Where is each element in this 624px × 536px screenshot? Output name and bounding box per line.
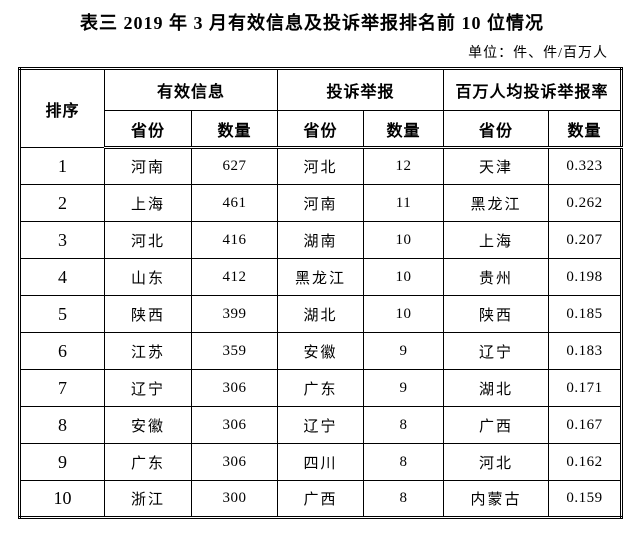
table-header: 排序 有效信息 投诉举报 百万人均投诉举报率 省份 数量 省份 数量 省份 数量 xyxy=(19,68,623,149)
rate-value-cell: 0.167 xyxy=(548,406,623,444)
complaint-province-cell: 辽宁 xyxy=(277,406,365,444)
rate-province-cell: 辽宁 xyxy=(443,332,550,370)
valid-province-cell: 安徽 xyxy=(104,406,192,444)
table-row: 4 山东 412 黑龙江 10 贵州 0.198 xyxy=(19,258,623,296)
header-rate-province: 省份 xyxy=(443,110,550,149)
rank-cell: 6 xyxy=(19,332,105,370)
rate-province-cell: 湖北 xyxy=(443,369,550,407)
complaint-province-cell: 黑龙江 xyxy=(277,258,365,296)
valid-count-cell: 359 xyxy=(190,332,279,370)
complaint-count-cell: 8 xyxy=(363,443,445,481)
header-group-complaints: 投诉举报 xyxy=(277,68,445,111)
complaint-count-cell: 8 xyxy=(363,480,445,518)
valid-province-cell: 广东 xyxy=(104,443,192,481)
rank-cell: 1 xyxy=(19,147,105,185)
table-row: 9 广东 306 四川 8 河北 0.162 xyxy=(19,443,623,481)
valid-count-cell: 306 xyxy=(190,406,279,444)
valid-count-cell: 306 xyxy=(190,443,279,481)
valid-province-cell: 浙江 xyxy=(104,480,192,518)
rank-cell: 3 xyxy=(19,221,105,259)
valid-count-cell: 461 xyxy=(190,184,279,222)
valid-province-cell: 河北 xyxy=(104,221,192,259)
rate-province-cell: 黑龙江 xyxy=(443,184,550,222)
valid-province-cell: 江苏 xyxy=(104,332,192,370)
header-group-row: 排序 有效信息 投诉举报 百万人均投诉举报率 xyxy=(19,68,623,148)
rank-cell: 9 xyxy=(19,443,105,481)
rank-cell: 10 xyxy=(19,480,105,518)
rate-province-cell: 天津 xyxy=(443,147,550,185)
valid-province-cell: 山东 xyxy=(104,258,192,296)
rate-value-cell: 0.162 xyxy=(548,443,623,481)
rank-cell: 8 xyxy=(19,406,105,444)
rate-value-cell: 0.198 xyxy=(548,258,623,296)
complaint-province-cell: 湖北 xyxy=(277,295,365,333)
document-page: 表三 2019 年 3 月有效信息及投诉举报排名前 10 位情况 单位：件、件/… xyxy=(18,13,624,519)
complaint-count-cell: 10 xyxy=(363,295,445,333)
complaint-province-cell: 四川 xyxy=(277,443,365,481)
table-row: 6 江苏 359 安徽 9 辽宁 0.183 xyxy=(19,332,623,370)
complaint-count-cell: 9 xyxy=(363,369,445,407)
header-complaint-province: 省份 xyxy=(277,110,365,149)
complaint-count-cell: 12 xyxy=(363,147,445,185)
table-row: 3 河北 416 湖南 10 上海 0.207 xyxy=(19,221,623,259)
complaint-province-cell: 广东 xyxy=(277,369,365,407)
valid-count-cell: 399 xyxy=(190,295,279,333)
complaint-province-cell: 安徽 xyxy=(277,332,365,370)
rate-value-cell: 0.183 xyxy=(548,332,623,370)
rate-province-cell: 内蒙古 xyxy=(443,480,550,518)
complaint-province-cell: 广西 xyxy=(277,480,365,518)
table-row: 7 辽宁 306 广东 9 湖北 0.171 xyxy=(19,369,623,407)
rate-value-cell: 0.262 xyxy=(548,184,623,222)
valid-count-cell: 412 xyxy=(190,258,279,296)
complaint-count-cell: 10 xyxy=(363,221,445,259)
ranking-table: 排序 有效信息 投诉举报 百万人均投诉举报率 省份 数量 省份 数量 省份 数量… xyxy=(18,67,624,519)
table-row: 1 河南 627 河北 12 天津 0.323 xyxy=(19,147,623,185)
rank-cell: 4 xyxy=(19,258,105,296)
page-title: 表三 2019 年 3 月有效信息及投诉举报排名前 10 位情况 xyxy=(80,13,544,33)
complaint-province-cell: 河南 xyxy=(277,184,365,222)
complaint-count-cell: 8 xyxy=(363,406,445,444)
rate-value-cell: 0.207 xyxy=(548,221,623,259)
header-rate-value: 数量 xyxy=(548,110,623,149)
valid-count-cell: 416 xyxy=(190,221,279,259)
rank-cell: 2 xyxy=(19,184,105,222)
table-row: 5 陕西 399 湖北 10 陕西 0.185 xyxy=(19,295,623,333)
valid-province-cell: 辽宁 xyxy=(104,369,192,407)
valid-province-cell: 陕西 xyxy=(104,295,192,333)
header-sub-row: 省份 数量 省份 数量 省份 数量 xyxy=(20,110,623,149)
unit-label: 单位：件、件/百万人 xyxy=(468,46,608,61)
table-row: 2 上海 461 河南 11 黑龙江 0.262 xyxy=(19,184,623,222)
complaint-province-cell: 湖南 xyxy=(277,221,365,259)
rate-value-cell: 0.159 xyxy=(548,480,623,518)
rate-province-cell: 广西 xyxy=(443,406,550,444)
header-group-rate-per-million: 百万人均投诉举报率 xyxy=(443,68,623,111)
header-valid-count: 数量 xyxy=(190,110,279,149)
valid-province-cell: 河南 xyxy=(104,147,192,185)
valid-count-cell: 627 xyxy=(190,147,279,185)
rate-value-cell: 0.171 xyxy=(548,369,623,407)
rate-province-cell: 上海 xyxy=(443,221,550,259)
valid-province-cell: 上海 xyxy=(104,184,192,222)
table-row: 8 安徽 306 辽宁 8 广西 0.167 xyxy=(19,406,623,444)
valid-count-cell: 306 xyxy=(190,369,279,407)
complaint-count-cell: 11 xyxy=(363,184,445,222)
valid-count-cell: 300 xyxy=(190,480,279,518)
rate-province-cell: 贵州 xyxy=(443,258,550,296)
table-body: 1 河南 627 河北 12 天津 0.323 2 上海 461 河南 11 黑… xyxy=(19,147,623,518)
rate-value-cell: 0.185 xyxy=(548,295,623,333)
complaint-province-cell: 河北 xyxy=(277,147,365,185)
complaint-count-cell: 9 xyxy=(363,332,445,370)
header-group-valid-info: 有效信息 xyxy=(103,68,279,111)
header-rank: 排序 xyxy=(19,68,105,148)
header-valid-province: 省份 xyxy=(104,110,192,149)
header-complaint-count: 数量 xyxy=(363,110,445,149)
complaint-count-cell: 10 xyxy=(363,258,445,296)
rate-province-cell: 河北 xyxy=(443,443,550,481)
table-row: 10 浙江 300 广西 8 内蒙古 0.159 xyxy=(19,480,623,518)
rate-province-cell: 陕西 xyxy=(443,295,550,333)
rank-cell: 7 xyxy=(19,369,105,407)
rank-cell: 5 xyxy=(19,295,105,333)
rate-value-cell: 0.323 xyxy=(548,147,623,185)
